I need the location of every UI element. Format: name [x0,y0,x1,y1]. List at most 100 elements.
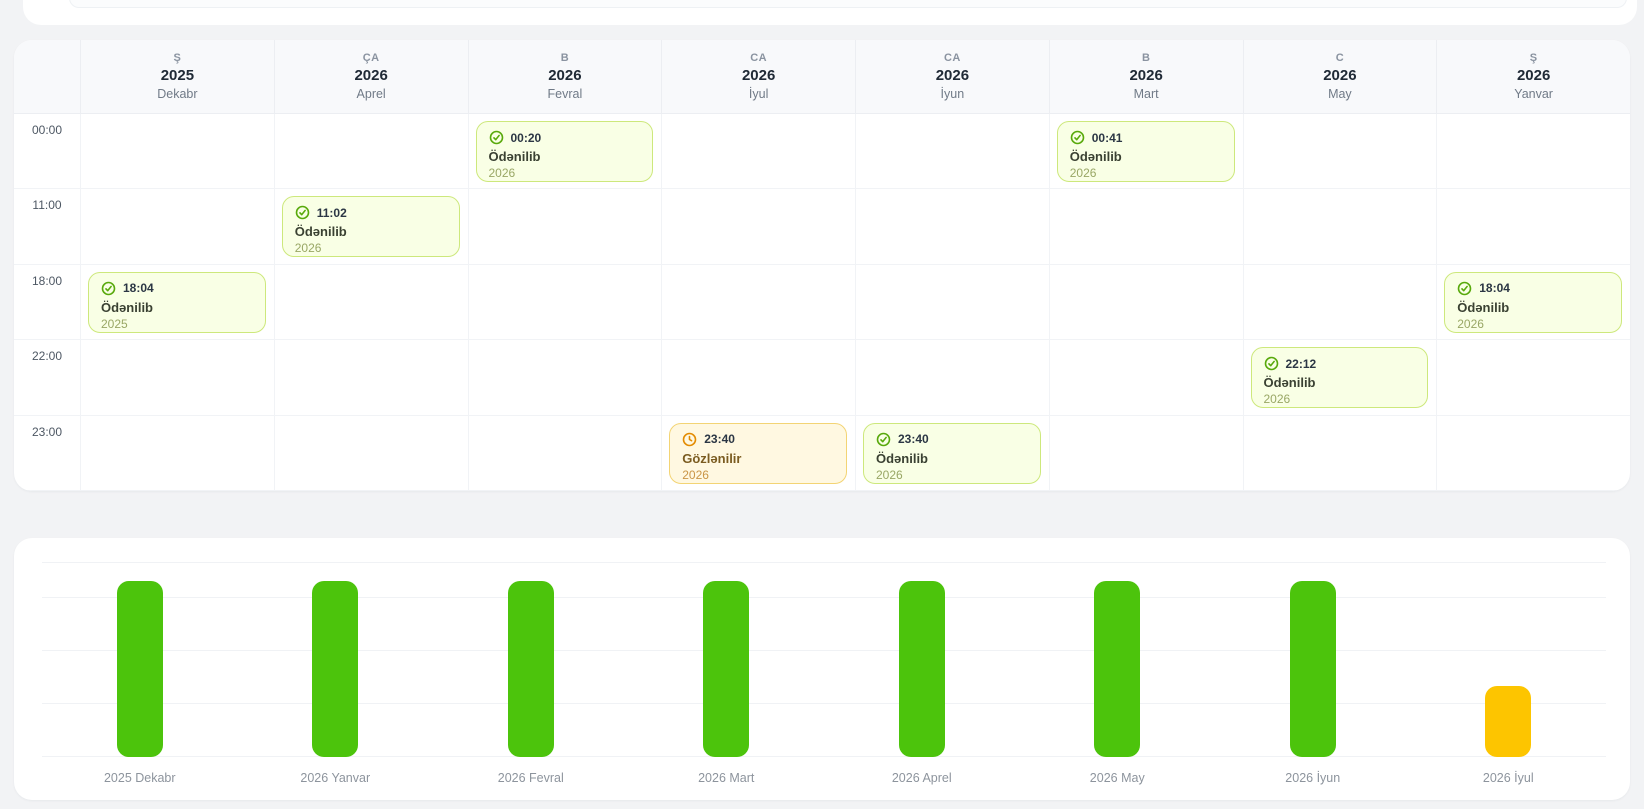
calendar-cell [855,415,1049,491]
chart-bar[interactable] [898,580,945,757]
check-circle-icon [1457,281,1472,296]
chart-x-label: 2026 Mart [698,771,755,785]
event-time: 22:12 [1285,356,1317,371]
time-label: 23:00 [31,424,63,439]
chart-bar[interactable] [116,580,163,757]
event-year: 2026 [682,467,709,482]
column-day-abbr: Ş [1529,52,1538,64]
chart-bar[interactable] [507,580,554,757]
calendar-cell [1048,415,1243,491]
chart-x-label: 2025 Dekabr [103,771,176,785]
event-status: Ödənilib [1263,375,1316,391]
calendar-cell [855,189,1049,264]
event-year: 2026 [876,467,903,482]
event-time: 00:41 [1091,130,1123,145]
event-header-line: 23:40 [682,432,834,447]
event-header-line: 18:04 [1457,281,1609,296]
event-status: Ödənilib [101,299,153,315]
event-status: Ödənilib [294,224,347,240]
column-year: 2026 [548,67,582,84]
calendar-cell [855,264,1049,340]
calendar-cell [1436,415,1630,491]
time-label: 22:00 [31,349,63,364]
calendar-cell [80,340,274,415]
calendar-cell [855,114,1049,189]
calendar-cell [273,340,468,415]
calendar-column-header: CA 2026 İyul [661,40,855,113]
time-label: 00:00 [31,123,63,137]
event-status: Ödənilib [876,450,928,466]
calendar-column-header: B 2026 Fevral [467,40,662,113]
chart-bar[interactable] [1485,686,1532,757]
calendar-cell [467,114,662,189]
event-time: 00:20 [510,130,542,145]
column-month: May [1328,87,1352,101]
calendar-cell [1242,415,1437,491]
payment-event[interactable]: 18:04 Ödənilib 2026 [1444,271,1622,333]
column-month: Fevral [547,87,583,101]
column-day-abbr: Ş [173,52,182,64]
check-circle-icon [101,281,116,296]
calendar-cell [467,189,662,264]
chart-gridline [42,562,1606,563]
time-label-cell: 00:00 [14,114,80,188]
payment-event[interactable]: 11:02 Ödənilib 2026 [281,196,460,258]
calendar-cell [273,189,468,264]
calendar-header-row: Ş 2025 Dekabr ÇA 2026 Aprel B 2026 Fevral CA 2026 İ… [14,40,1630,114]
event-year: 2025 [101,316,128,331]
payment-event[interactable]: 00:41 Ödənilib 2026 [1056,121,1235,182]
payments-bar-chart-card: 2025 Dekabr 2026 Yanvar 2026 Fevral 2026 Ma… [14,538,1630,800]
column-day-abbr: B [560,52,570,64]
event-year: 2026 [1263,392,1291,407]
event-year: 2026 [1069,166,1097,180]
top-card-remnant [23,0,1637,25]
bar-chart-plot [42,562,1606,757]
check-circle-icon [1070,130,1085,145]
event-time: 23:40 [704,432,735,447]
calendar-column-header: Ş 2025 Dekabr [80,40,274,113]
event-header-line: 23:40 [876,432,1028,447]
payment-event[interactable]: 00:20 Ödənilib 2026 [475,121,654,182]
chart-bar[interactable] [312,580,359,757]
calendar-column-header: C 2026 May [1242,40,1437,113]
payment-schedule-calendar-card: Ş 2025 Dekabr ÇA 2026 Aprel B 2026 Fevral CA 2026 İ… [14,40,1630,491]
calendar-cell [80,415,274,491]
column-month: Mart [1133,87,1159,101]
payment-event[interactable]: 23:40 Ödənilib 2026 [863,422,1041,484]
clock-icon [682,432,697,446]
event-header-line: 18:04 [101,281,253,296]
check-circle-icon [295,206,310,220]
event-header-line: 00:20 [489,130,641,145]
payment-event[interactable]: 22:12 Ödənilib 2026 [1250,347,1429,409]
event-status: Ödənilib [1069,149,1122,164]
calendar-row: 22:00 [14,340,1630,416]
time-label-cell: 23:00 [14,416,80,490]
chart-gridline [42,650,1606,652]
payment-event[interactable]: 23:40 Gözlənilir 2026 [669,422,847,484]
calendar-cell [855,340,1049,415]
calendar-cell [1048,114,1243,189]
column-year: 2026 [1323,67,1357,84]
check-circle-icon [1264,356,1278,371]
event-status: Gözlənilir [682,450,742,466]
calendar-row: 00:00 [14,114,1630,190]
event-status: Ödənilib [1457,299,1510,315]
event-time: 23:40 [898,432,929,447]
calendar-column-header: Ş 2026 Yanvar [1436,40,1630,113]
calendar-cell [1242,264,1437,340]
column-day-abbr: CA [750,52,767,64]
chart-bar[interactable] [1289,580,1336,757]
bar-chart-x-labels: 2025 Dekabr 2026 Yanvar 2026 Fevral 2026 Ma… [42,771,1606,791]
payment-event[interactable]: 18:04 Ödənilib 2025 [88,271,266,333]
calendar-column-header: B 2026 Mart [1048,40,1243,113]
calendar-cell [1436,340,1630,415]
chart-bar[interactable] [1094,580,1141,757]
column-month: İyul [748,87,769,101]
calendar-cell [80,264,274,340]
calendar-cell [1242,189,1437,264]
chart-bar[interactable] [703,580,750,757]
calendar-cell [273,264,468,340]
column-year: 2026 [1129,67,1163,84]
calendar-column-header: CA 2026 İyun [855,40,1049,113]
